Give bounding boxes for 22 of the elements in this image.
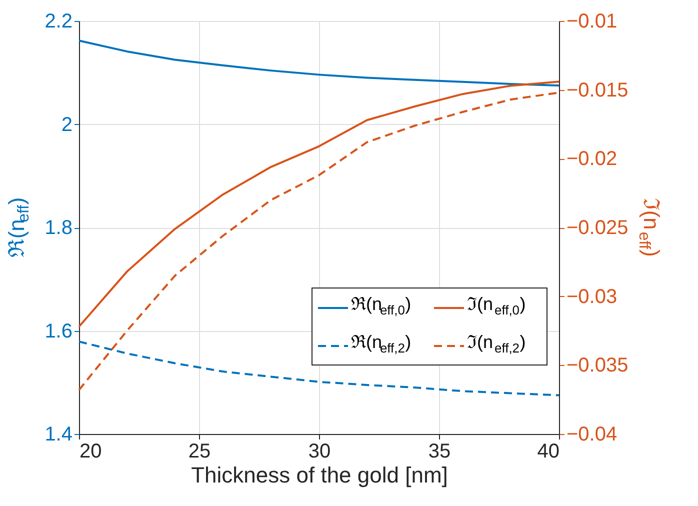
- x-tick-label: 20: [80, 440, 102, 462]
- y2-axis-title: ℑ(neff): [635, 198, 664, 257]
- line-series: [78, 40, 560, 87]
- y2-tick-label: −0.015: [566, 79, 628, 102]
- y-tick-label: 1.4: [44, 424, 72, 446]
- y-tick-label: 2.2: [44, 10, 72, 32]
- y2-tick-label: −0.035: [566, 354, 628, 377]
- y2-tick-label: −0.03: [566, 286, 618, 308]
- y-tick-label: 2: [61, 114, 72, 136]
- x-axis-title: Thickness of the gold [nm]: [191, 462, 448, 488]
- y-tick-label: 1.8: [44, 217, 72, 239]
- y2-tick-label: −0.04: [566, 424, 618, 446]
- y2-tick-label: −0.025: [566, 217, 628, 239]
- y-tick-label: 1.6: [44, 320, 72, 342]
- y2-tick-label: −0.01: [566, 10, 618, 32]
- x-tick-label: 30: [308, 440, 331, 462]
- y-axis-title: ℜ(neff): [4, 197, 33, 258]
- x-tick-label: 40: [537, 440, 560, 462]
- x-tick-label: 35: [428, 440, 451, 462]
- y2-tick-label: −0.02: [566, 148, 618, 170]
- x-tick-label: 25: [188, 440, 211, 462]
- line-series: [78, 80, 560, 328]
